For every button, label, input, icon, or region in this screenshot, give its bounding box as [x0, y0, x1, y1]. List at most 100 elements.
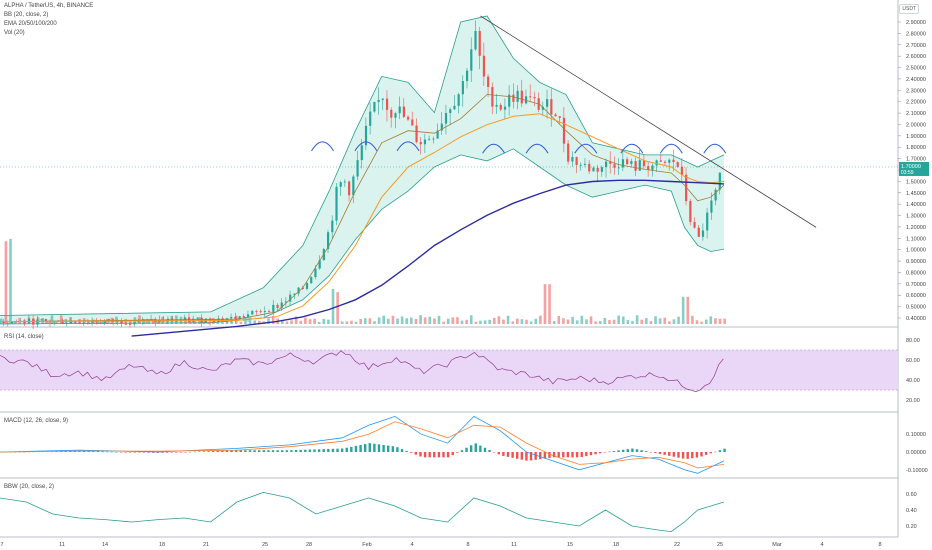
macd-histogram-bar: [165, 452, 169, 453]
volume-bar: [718, 318, 722, 324]
price-tick-label: 2.20000: [906, 100, 926, 106]
candle-body: [137, 321, 140, 323]
candle-body: [697, 227, 700, 237]
candle-body: [583, 163, 587, 165]
volume-bar: [152, 318, 155, 324]
macd-histogram-bar: [304, 449, 307, 452]
macd-histogram-bar: [198, 451, 201, 453]
candle-body: [440, 123, 443, 131]
macd-histogram-bar: [543, 452, 547, 459]
macd-histogram-bar: [147, 452, 150, 453]
price-tick-label: 0.60000: [906, 293, 926, 299]
macd-histogram-bar: [465, 447, 468, 452]
pattern-arc: [354, 141, 378, 152]
candle-body: [343, 181, 347, 183]
volume-bar: [50, 315, 54, 324]
volume-bar: [96, 321, 100, 324]
candle-body: [579, 164, 582, 166]
macd-histogram-bar: [184, 452, 187, 453]
candle-body: [630, 161, 633, 165]
candle-body: [554, 114, 557, 117]
candle-body: [562, 117, 566, 144]
macd-histogram-bar: [635, 449, 639, 452]
x-axis-label: 22: [674, 542, 680, 548]
candle-body: [663, 161, 667, 163]
volume-bar: [4, 241, 8, 324]
price-tick-label: 2.10000: [906, 111, 926, 117]
volume-bar: [345, 321, 349, 324]
candle-body: [529, 96, 532, 98]
macd-histogram-bar: [225, 450, 229, 452]
currency-badge[interactable]: USDT: [899, 4, 919, 14]
candle-body: [470, 49, 473, 71]
volume-bar: [188, 319, 192, 324]
candle-body: [592, 167, 595, 172]
volume-bar: [626, 320, 630, 324]
macd-histogram-bar: [460, 450, 464, 452]
macd-histogram-bar: [631, 448, 634, 452]
macd-histogram-bar: [469, 445, 473, 452]
volume-bar: [506, 315, 510, 324]
bollinger-lower: [0, 148, 725, 325]
volume-bar: [354, 321, 358, 324]
candle-body: [133, 322, 136, 325]
macd-histogram-bar: [129, 452, 132, 453]
volume-bar: [534, 318, 538, 324]
x-axis-label: Feb: [362, 542, 371, 548]
bollinger-band-fill: [0, 16, 724, 324]
volume-bar: [552, 321, 556, 324]
macd-histogram-bar: [668, 452, 671, 456]
candle-body: [676, 162, 679, 167]
volume-bar: [589, 316, 593, 324]
volume-bar: [234, 315, 238, 324]
macd-label: MACD (12, 26, close, 9): [4, 418, 69, 424]
chart-legend: ALPHA / TetherUS, 4h, BINANCE BB (20, cl…: [4, 2, 93, 38]
bbw-tick-label: 0.20: [906, 524, 917, 530]
volume-bar: [700, 321, 703, 324]
macd-histogram-bar: [188, 451, 192, 453]
candle-body: [647, 166, 650, 170]
candle-body: [609, 161, 612, 164]
trendline: [480, 15, 817, 228]
macd-histogram-bar: [488, 449, 491, 452]
candle-body: [356, 160, 359, 177]
candle-body: [524, 96, 528, 104]
price-tick-label: 1.40000: [906, 202, 926, 208]
countdown-label: 03:59: [901, 170, 914, 176]
candle-body: [449, 109, 452, 114]
pattern-arc: [525, 143, 549, 154]
legend-vol: Vol (20): [4, 30, 25, 36]
candle-body: [175, 320, 178, 322]
pattern-arc: [620, 143, 644, 154]
volume-bar: [516, 318, 519, 324]
candle-body: [495, 104, 498, 107]
candle-body: [86, 322, 90, 324]
macd-histogram-bar: [234, 450, 238, 452]
macd-histogram-bar: [124, 452, 127, 453]
volume-bar: [529, 321, 533, 324]
macd-histogram-bar: [709, 452, 712, 454]
volume-bar: [147, 318, 151, 324]
macd-histogram-bar: [119, 452, 123, 453]
volume-bar: [55, 321, 58, 324]
volume-bar: [253, 320, 256, 324]
volume-bar: [244, 317, 247, 324]
volume-bar: [479, 320, 482, 324]
candle-body: [512, 94, 515, 102]
volume-bar: [87, 320, 91, 324]
macd-histogram-bar: [686, 452, 689, 459]
macd-histogram-bar: [248, 450, 252, 452]
candle-body: [567, 143, 570, 162]
macd-histogram-bar: [230, 450, 233, 452]
candle-body: [120, 320, 123, 324]
macd-histogram-bar: [87, 451, 90, 452]
candle-body: [82, 322, 85, 324]
candle-body: [634, 161, 637, 171]
price-tick-label: 1.80000: [906, 145, 926, 151]
macd-histogram-bar: [193, 451, 196, 453]
volume-bar: [239, 321, 243, 324]
macd-histogram-bar: [152, 452, 155, 453]
macd-histogram-bar: [340, 448, 344, 452]
price-tick-label: 0.80000: [906, 270, 926, 276]
